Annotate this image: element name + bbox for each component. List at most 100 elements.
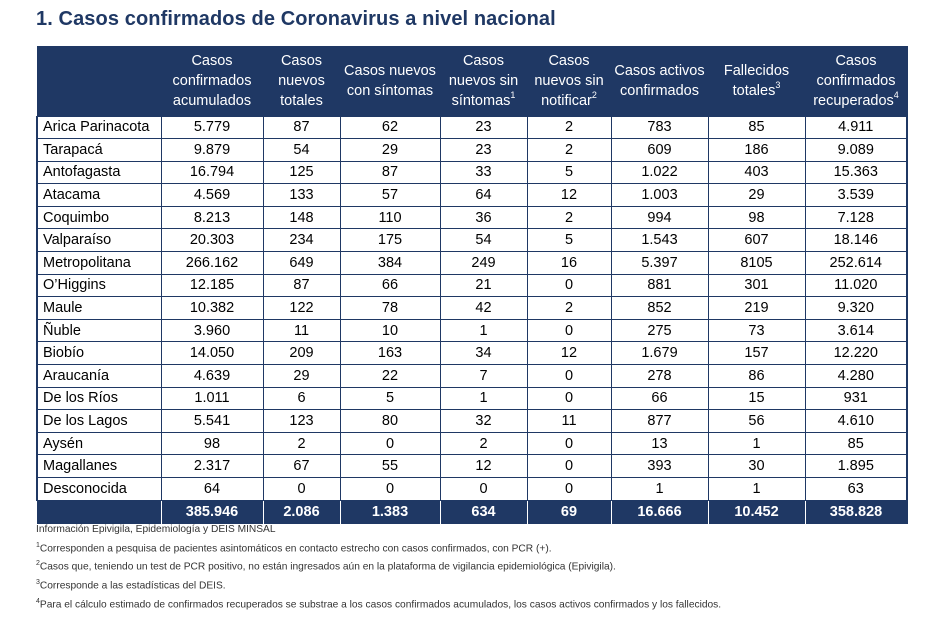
table-cell: 5	[526, 228, 612, 253]
region-name: De los Lagos	[36, 409, 162, 433]
table-cell: 1.895	[804, 454, 908, 478]
table-cell: 1	[439, 386, 528, 411]
table-header-row: Casos confirmados acumulados Casos nuevos…	[36, 46, 908, 116]
table-cell: 56	[707, 409, 806, 433]
table-cell: 11	[526, 409, 612, 433]
table-cell: 5	[526, 160, 612, 185]
region-name: Arica Parinacota	[36, 115, 162, 140]
table-cell: 0	[339, 477, 441, 501]
table-cell: 13	[610, 431, 709, 456]
table-cell: 22	[339, 364, 441, 388]
table-cell: 20.303	[160, 228, 264, 253]
region-name: Coquimbo	[36, 205, 162, 230]
table-cell: 36	[439, 205, 528, 230]
table-cell: 16.794	[160, 160, 264, 185]
table-row: Metropolitana 266.162 649 384 249 16 5.397 8105…	[36, 251, 908, 275]
table-cell: 12	[526, 183, 612, 207]
table-cell: 157	[707, 341, 806, 366]
table-cell: 57	[339, 183, 441, 207]
table-cell: 4.911	[804, 115, 908, 140]
table-cell: 12	[526, 341, 612, 366]
table-cell: 23	[439, 138, 528, 162]
table-body: Arica Parinacota 5.779 87 62 23 2 783 85 4.911 Ta…	[36, 115, 908, 501]
table-cell: 11.020	[804, 273, 908, 298]
table-cell: 12	[439, 454, 528, 478]
table-row: Coquimbo 8.213 148 110 36 2 994 98 7.128	[36, 205, 908, 230]
table-cell: 7	[439, 364, 528, 388]
region-name: Biobío	[36, 341, 162, 366]
table-cell: 0	[339, 431, 441, 456]
table-cell: 62	[339, 115, 441, 140]
table-cell: 11	[262, 318, 341, 343]
table-cell: 881	[610, 273, 709, 298]
table-row: Valparaíso 20.303 234 175 54 5 1.543 607 18.146	[36, 228, 908, 253]
footnote-source: Información Epivigila, Epidemiología y D…	[36, 524, 276, 535]
table-row: Ñuble 3.960 11 10 1 0 275 73 3.614	[36, 318, 908, 343]
footnotes: Información Epivigila, Epidemiología y D…	[36, 522, 721, 613]
table-cell: 148	[262, 205, 341, 230]
table-cell: 80	[339, 409, 441, 433]
table-cell: 3.539	[804, 183, 908, 207]
table-cell: 0	[439, 477, 528, 501]
column-header: Casos confirmados recuperados4	[804, 46, 908, 116]
total-cell: 10.452	[707, 500, 806, 525]
table-cell: 66	[339, 273, 441, 298]
table-cell: 5.397	[610, 251, 709, 275]
table-cell: 23	[439, 115, 528, 140]
table-cell: 78	[339, 296, 441, 320]
region-name: Desconocida	[36, 477, 162, 501]
table-cell: 609	[610, 138, 709, 162]
table-cell: 34	[439, 341, 528, 366]
table-cell: 1.679	[610, 341, 709, 366]
table-cell: 125	[262, 160, 341, 185]
table-cell: 0	[526, 273, 612, 298]
table-row: Atacama 4.569 133 57 64 12 1.003 29 3.539	[36, 183, 908, 207]
table-cell: 403	[707, 160, 806, 185]
table-cell: 98	[160, 431, 264, 456]
table-cell: 4.639	[160, 364, 264, 388]
table-cell: 301	[707, 273, 806, 298]
region-name: Antofagasta	[36, 160, 162, 185]
region-name: Ñuble	[36, 318, 162, 343]
table-cell: 21	[439, 273, 528, 298]
table-cell: 85	[707, 115, 806, 140]
table-row: Tarapacá 9.879 54 29 23 2 609 186 9.089	[36, 138, 908, 162]
table-cell: 249	[439, 251, 528, 275]
table-cell: 30	[707, 454, 806, 478]
table-cell: 1	[707, 477, 806, 501]
region-name: De los Ríos	[36, 386, 162, 411]
table-cell: 5.541	[160, 409, 264, 433]
column-header: Casos activos confirmados	[610, 46, 709, 116]
table-cell: 18.146	[804, 228, 908, 253]
table-cell: 278	[610, 364, 709, 388]
table-row: De los Ríos 1.011 6 5 1 0 66 15 931	[36, 386, 908, 411]
column-header: Casos nuevos sin síntomas1	[439, 46, 528, 116]
region-name: Aysén	[36, 431, 162, 456]
table-cell: 15.363	[804, 160, 908, 185]
region-name: Atacama	[36, 183, 162, 207]
page-title: 1. Casos confirmados de Coronavirus a ni…	[36, 8, 556, 30]
table-cell: 29	[707, 183, 806, 207]
table-cell: 122	[262, 296, 341, 320]
table-cell: 607	[707, 228, 806, 253]
table-cell: 64	[160, 477, 264, 501]
region-name: O’Higgins	[36, 273, 162, 298]
total-cell: 385.946	[160, 500, 264, 525]
table-cell: 63	[804, 477, 908, 501]
region-name: Metropolitana	[36, 251, 162, 275]
header-blank	[36, 46, 162, 116]
table-cell: 2.317	[160, 454, 264, 478]
table-cell: 234	[262, 228, 341, 253]
table-cell: 219	[707, 296, 806, 320]
total-cell: 358.828	[804, 500, 908, 525]
total-cell: 16.666	[610, 500, 709, 525]
table-row: O’Higgins 12.185 87 66 21 0 881 301 11.020	[36, 273, 908, 298]
table-cell: 86	[707, 364, 806, 388]
table-cell: 67	[262, 454, 341, 478]
column-header: Fallecidos totales3	[707, 46, 806, 116]
table-cell: 2	[439, 431, 528, 456]
table-cell: 1.003	[610, 183, 709, 207]
column-header: Casos nuevos totales	[262, 46, 341, 116]
table-cell: 266.162	[160, 251, 264, 275]
table-cell: 15	[707, 386, 806, 411]
